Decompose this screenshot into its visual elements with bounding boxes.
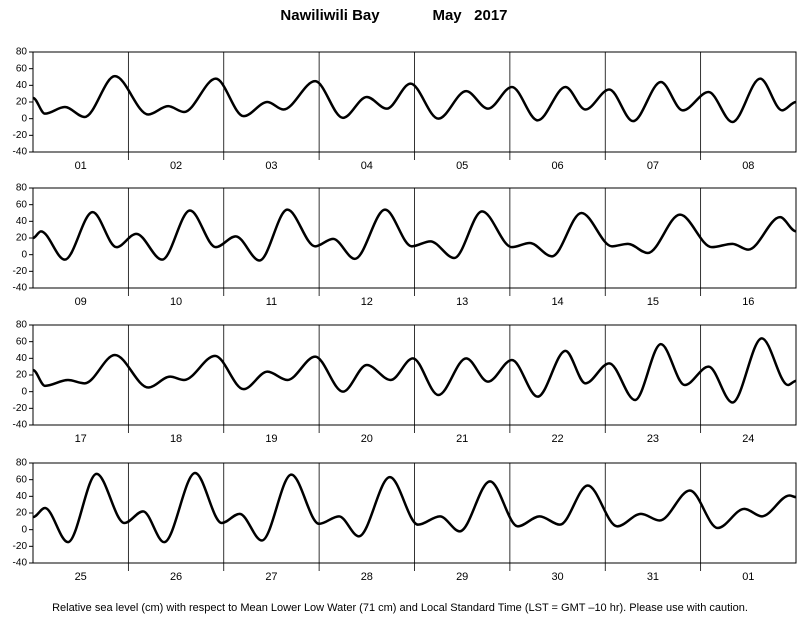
y-tick-label: 0 (21, 113, 27, 124)
day-label: 05 (456, 160, 468, 172)
y-tick-label: -40 (13, 283, 28, 294)
y-tick-label: 40 (16, 216, 28, 227)
day-label: 25 (75, 571, 87, 583)
y-tick-label: -20 (13, 266, 28, 277)
y-tick-label: 60 (16, 336, 28, 347)
y-tick-label: 40 (16, 353, 28, 364)
tide-curve (32, 337, 797, 404)
day-label: 03 (265, 160, 277, 172)
day-label: 26 (170, 571, 182, 583)
tide-curve (32, 74, 797, 124)
day-label: 18 (170, 433, 182, 445)
y-tick-label: 20 (16, 97, 28, 108)
y-tick-label: 80 (16, 183, 28, 194)
day-label: 17 (75, 433, 87, 445)
y-tick-label: 40 (16, 80, 28, 91)
date-title: May 2017 (432, 7, 507, 24)
y-tick-label: -40 (13, 147, 28, 158)
y-tick-label: 20 (16, 370, 28, 381)
y-tick-label: 60 (16, 63, 28, 74)
tide-curve (32, 208, 797, 262)
day-label: 04 (361, 160, 373, 172)
day-label: 11 (266, 296, 277, 308)
y-tick-label: 80 (16, 320, 28, 331)
y-tick-label: -20 (13, 541, 28, 552)
day-label: 27 (265, 571, 277, 583)
day-label: 21 (456, 433, 468, 445)
day-label: 22 (551, 433, 563, 445)
footer-note: Relative sea level (cm) with respect to … (52, 602, 748, 614)
day-label: 02 (170, 160, 182, 172)
day-label: 12 (361, 296, 373, 308)
y-tick-label: -40 (13, 558, 28, 569)
day-label: 30 (551, 571, 563, 583)
y-tick-label: 60 (16, 474, 28, 485)
y-tick-label: -40 (13, 420, 28, 431)
day-label: 01 (742, 571, 754, 583)
y-tick-label: -20 (13, 403, 28, 414)
y-tick-label: 40 (16, 491, 28, 502)
day-label: 08 (742, 160, 754, 172)
y-tick-label: 80 (16, 47, 28, 58)
y-tick-label: 0 (21, 524, 27, 535)
day-label: 06 (551, 160, 563, 172)
day-label: 19 (265, 433, 277, 445)
day-label: 23 (647, 433, 659, 445)
day-label: 10 (170, 296, 182, 308)
y-tick-label: 80 (16, 458, 28, 469)
day-label: 09 (75, 296, 87, 308)
y-tick-label: 20 (16, 233, 28, 244)
y-tick-label: 60 (16, 199, 28, 210)
tide-curve (32, 471, 797, 544)
day-label: 13 (456, 296, 468, 308)
y-tick-label: 0 (21, 249, 27, 260)
y-tick-label: 20 (16, 508, 28, 519)
y-tick-label: -20 (13, 130, 28, 141)
day-label: 01 (75, 160, 87, 172)
day-label: 20 (361, 433, 373, 445)
day-label: 24 (742, 433, 754, 445)
y-tick-label: 0 (21, 386, 27, 397)
station-title: Nawiliwili Bay (280, 7, 380, 24)
day-label: 31 (647, 571, 659, 583)
day-label: 16 (742, 296, 754, 308)
day-label: 07 (647, 160, 659, 172)
day-label: 15 (647, 296, 659, 308)
day-label: 14 (551, 296, 563, 308)
day-label: 29 (456, 571, 468, 583)
day-label: 28 (361, 571, 373, 583)
